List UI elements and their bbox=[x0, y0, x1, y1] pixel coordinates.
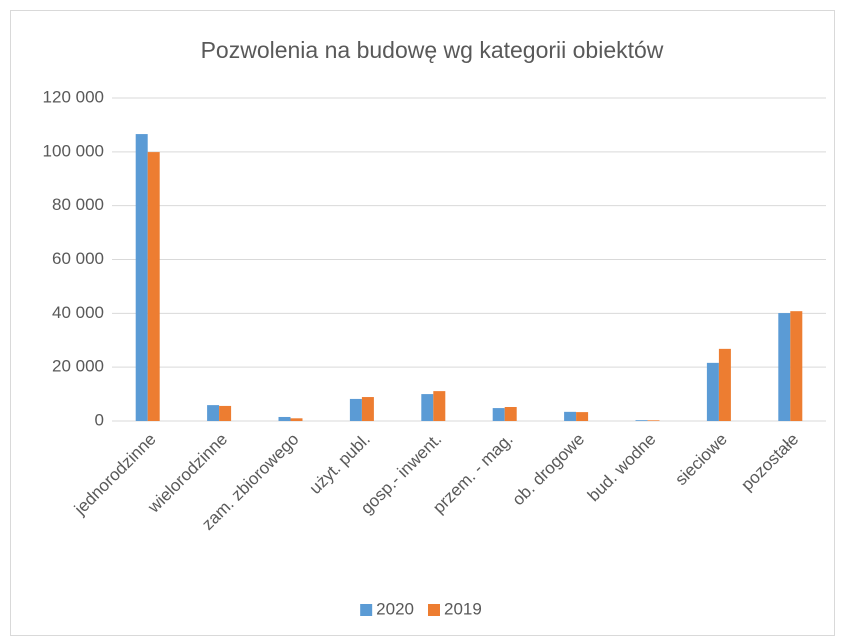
y-tick-label: 80 000 bbox=[52, 195, 104, 214]
chart-title: Pozwolenia na budowę wg kategorii obiekt… bbox=[201, 37, 664, 63]
y-tick-label: 20 000 bbox=[52, 357, 104, 376]
bar bbox=[349, 398, 362, 421]
legend-swatch bbox=[428, 604, 440, 616]
y-tick-label: 100 000 bbox=[43, 141, 104, 160]
y-tick-label: 60 000 bbox=[52, 249, 104, 268]
bar bbox=[576, 412, 589, 421]
chart-frame bbox=[10, 10, 835, 636]
bar bbox=[635, 420, 648, 421]
bar bbox=[647, 420, 660, 421]
bar bbox=[290, 418, 303, 421]
bar bbox=[147, 152, 160, 422]
bar bbox=[706, 362, 719, 421]
bar bbox=[504, 407, 517, 421]
bar bbox=[219, 405, 232, 421]
y-tick-label: 40 000 bbox=[52, 303, 104, 322]
bar bbox=[361, 397, 374, 421]
bar bbox=[790, 311, 803, 421]
legend-label: 2019 bbox=[444, 599, 482, 618]
bar bbox=[492, 408, 505, 421]
bar bbox=[278, 416, 291, 421]
bar bbox=[564, 411, 577, 421]
y-tick-label: 120 000 bbox=[43, 87, 104, 106]
bar bbox=[421, 394, 434, 421]
legend-label: 2020 bbox=[376, 599, 414, 618]
bar bbox=[207, 405, 220, 421]
bar bbox=[718, 348, 731, 421]
legend-swatch bbox=[360, 604, 373, 616]
bar bbox=[433, 391, 446, 421]
bar bbox=[778, 313, 791, 421]
y-tick-label: 0 bbox=[95, 410, 104, 429]
bar bbox=[135, 134, 148, 421]
